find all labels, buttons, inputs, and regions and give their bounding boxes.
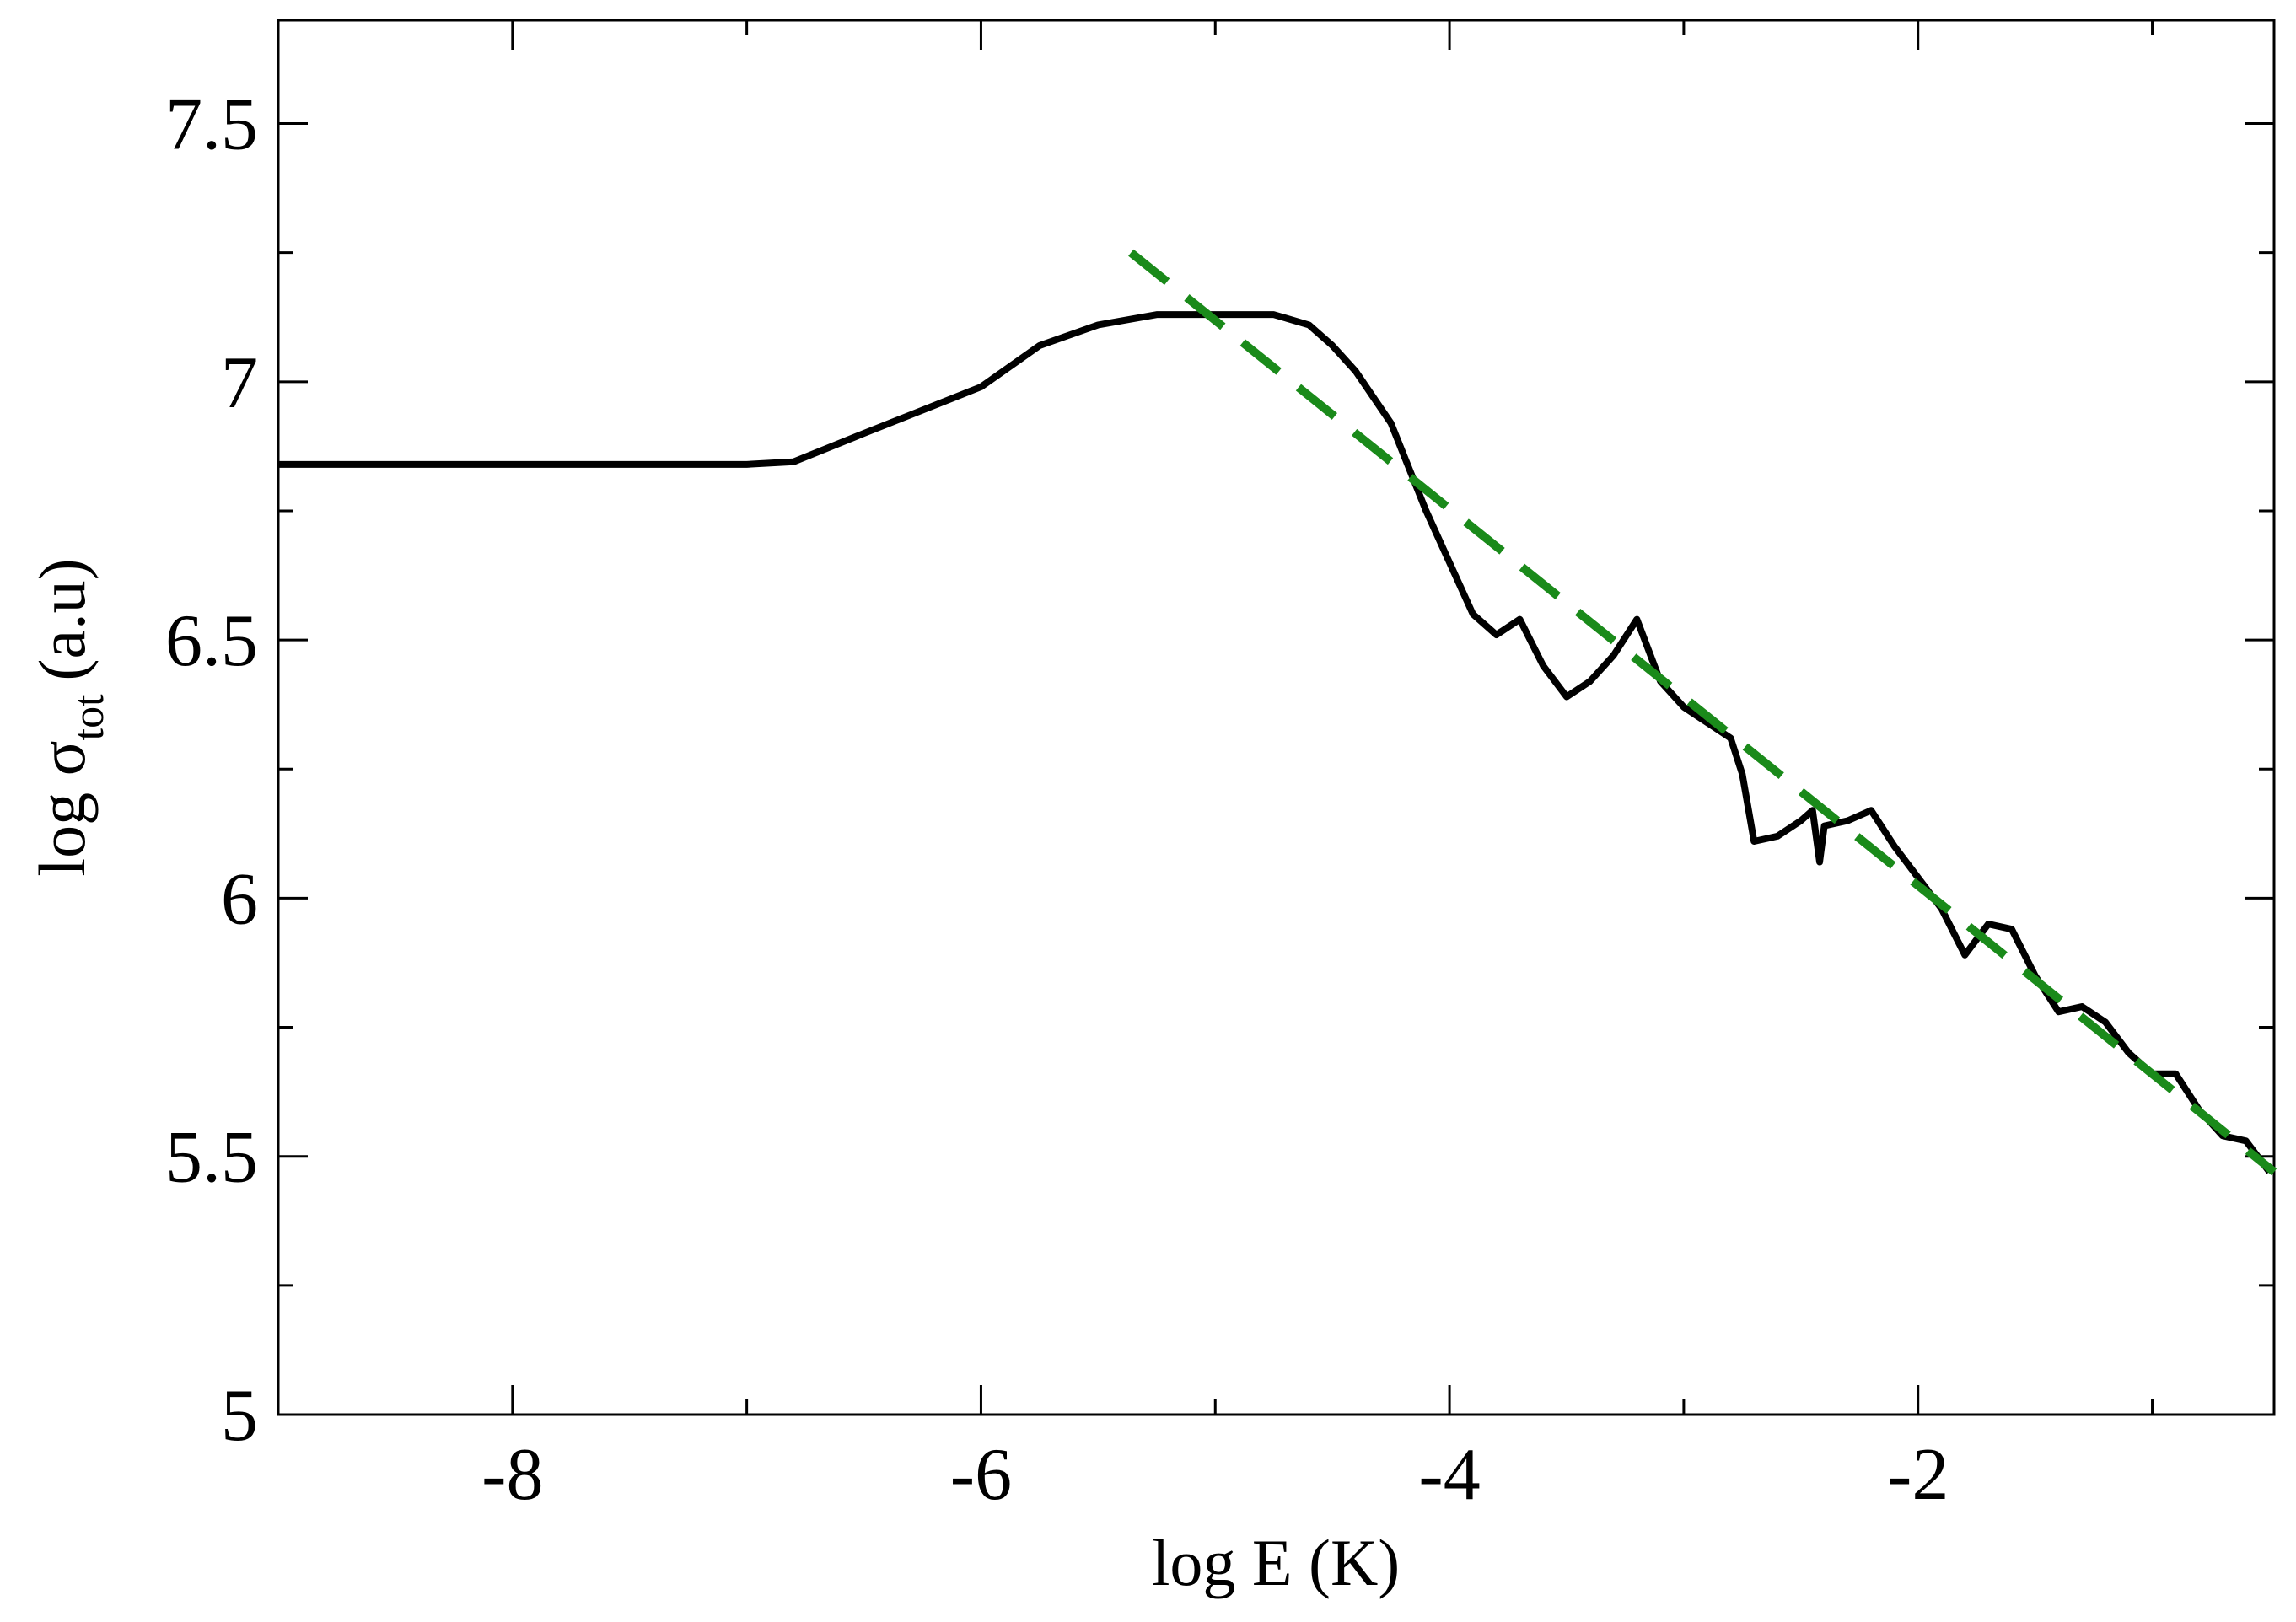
y-tick-label: 5.5 [165, 1117, 258, 1199]
y-axis-label: log σtot (a.u) [25, 558, 113, 876]
x-axis-label: log E (K) [1152, 1526, 1401, 1599]
y-tick-label: 7.5 [165, 84, 258, 166]
data-line [278, 311, 2272, 1174]
plot-frame [277, 19, 2276, 1416]
y-tick-label: 5 [221, 1375, 258, 1457]
x-tick-label: -8 [481, 1434, 543, 1516]
y-tick-label: 6 [221, 858, 258, 940]
y-label-sub: tot [65, 694, 113, 740]
y-label-main: log σ [25, 740, 99, 876]
x-tick-label: -2 [1887, 1434, 1949, 1516]
y-tick-label: 6.5 [165, 600, 258, 682]
fit-line [1128, 249, 2277, 1175]
y-label-suffix: (a.u) [25, 558, 99, 680]
x-tick-label: -4 [1418, 1434, 1480, 1516]
y-tick-label: 7 [221, 342, 258, 424]
x-tick-label: -6 [950, 1434, 1012, 1516]
